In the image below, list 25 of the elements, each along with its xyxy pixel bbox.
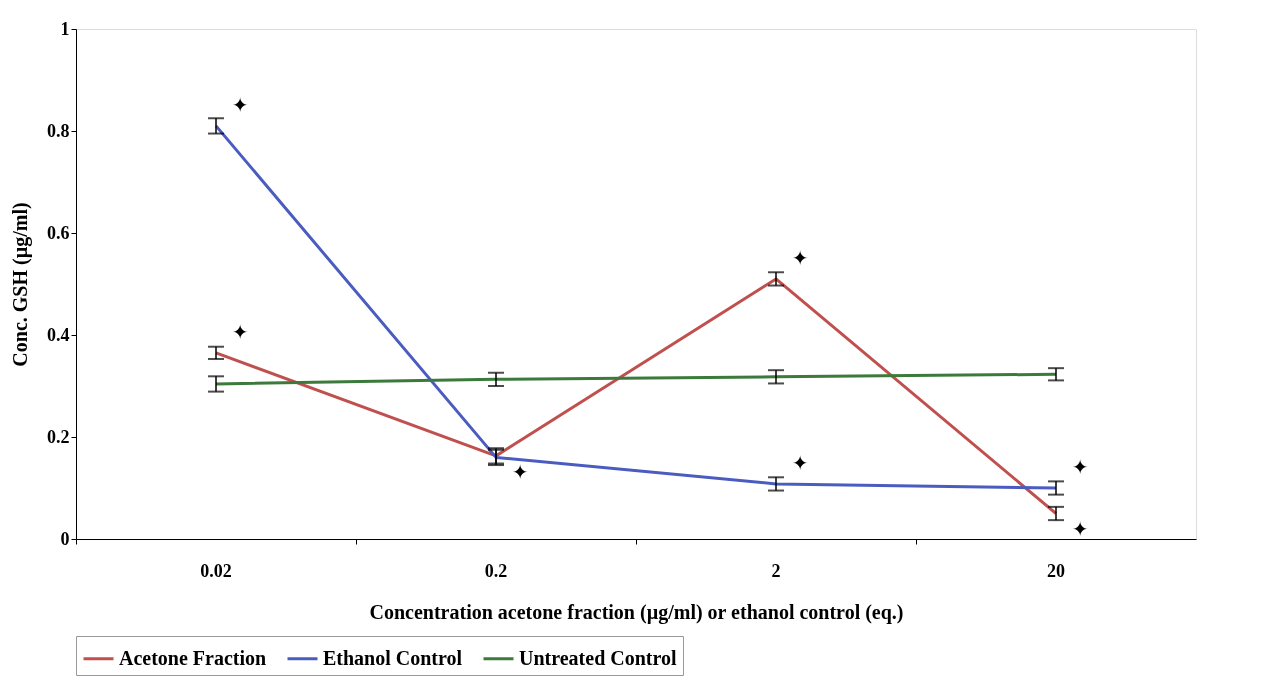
- x-tick-label: 0.02: [200, 560, 232, 581]
- line-series: [214, 124, 1058, 490]
- line-series: [214, 372, 1058, 386]
- annotation: ✦: [791, 245, 809, 270]
- y-tick-label: 1: [60, 18, 70, 39]
- y-axis-title: Conc. GSH (µg/ml): [9, 202, 32, 367]
- annotation: ✦: [511, 460, 529, 485]
- annotation: ✦: [231, 319, 249, 344]
- legend-label: Untreated Control: [519, 646, 678, 669]
- x-axis-title: Concentration acetone fraction (µg/ml) or ethanol control (eq.): [369, 600, 904, 624]
- x-tick-label: 0.2: [484, 560, 508, 581]
- y-tick-label: 0: [60, 528, 70, 549]
- legend-label: Ethanol Control: [323, 646, 463, 669]
- line-series: [214, 277, 1058, 515]
- y-tick-label: 0.2: [47, 426, 70, 447]
- y-tick-label: 0.6: [47, 222, 70, 243]
- y-tick-label: 0.4: [47, 324, 70, 345]
- y-tick-label: 0.8: [47, 120, 70, 141]
- annotation: ✦: [1071, 455, 1089, 479]
- annotation: ✦: [231, 92, 249, 117]
- x-tick-label: 20: [1047, 560, 1065, 581]
- annotation: ✦: [791, 450, 809, 475]
- x-tick-label: 2: [771, 560, 781, 581]
- annotation: ✦: [1071, 516, 1089, 541]
- legend-label: Acetone Fraction: [119, 646, 267, 669]
